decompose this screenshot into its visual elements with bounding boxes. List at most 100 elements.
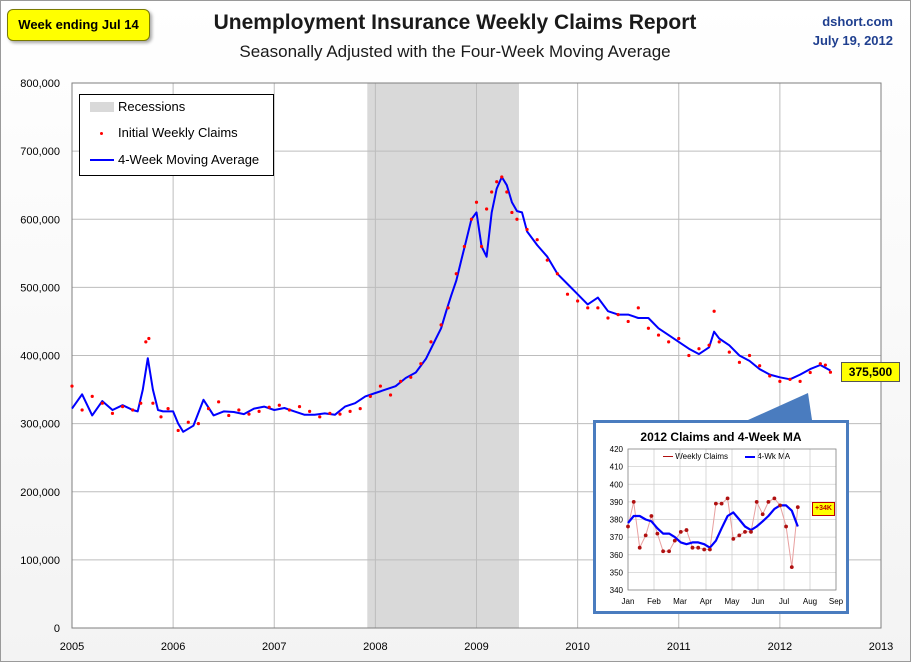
- legend: Recessions Initial Weekly Claims 4-Week …: [79, 94, 274, 176]
- claims-point: [525, 227, 529, 232]
- claims-point: [535, 238, 539, 242]
- inset-claims-point: [631, 499, 636, 504]
- inset-claims-point: [772, 496, 777, 501]
- claims-point: [495, 180, 499, 184]
- claims-point: [656, 333, 661, 337]
- inset-claims-point: [678, 529, 683, 534]
- legend-label-ma: 4-Week Moving Average: [118, 152, 260, 167]
- ma-swatch: [90, 155, 114, 165]
- y-tick-label: 700,000: [20, 146, 60, 158]
- claims-point: [237, 408, 241, 412]
- claims-point: [388, 393, 393, 397]
- claims-point: [139, 401, 143, 405]
- inset-claims-point: [760, 512, 765, 517]
- inset-y-tick-label: 370: [610, 533, 624, 542]
- claims-point: [399, 379, 403, 383]
- claims-point: [500, 175, 504, 179]
- inset-claims-point: [766, 499, 771, 504]
- claims-point: [147, 336, 151, 341]
- x-tick-label: 2005: [60, 641, 84, 653]
- y-tick-label: 200,000: [20, 487, 60, 499]
- inset-claims-point: [667, 549, 671, 554]
- inset-x-tick-label: Mar: [673, 597, 687, 606]
- claims-point: [267, 405, 271, 409]
- claims-point: [626, 319, 630, 324]
- claims-point: [778, 379, 782, 383]
- y-tick-label: 0: [54, 623, 60, 635]
- inset-plot: 340 350 360 370 380 390 400 410 420 Jan Feb Mar Apr M…: [610, 445, 844, 606]
- inset-claims-point: [784, 524, 788, 529]
- claims-point: [100, 401, 104, 405]
- inset-annotation: +34K: [812, 502, 835, 516]
- claims-point: [490, 190, 494, 194]
- inset-claims-point: [655, 531, 660, 536]
- inset-x-tick-label: Jan: [622, 597, 635, 606]
- claims-point: [308, 409, 312, 413]
- claims-point: [712, 309, 716, 313]
- claims-point: [576, 299, 580, 303]
- claims-point: [80, 408, 84, 412]
- claims-point: [667, 340, 671, 344]
- inset-claims-point: [789, 565, 794, 569]
- x-tick-label: 2009: [464, 641, 488, 653]
- inset-y-tick-label: 390: [610, 498, 624, 507]
- inset-claims-point: [725, 496, 730, 501]
- inset-chart: 2012 Claims and 4-Week MA Weekly Claims …: [593, 420, 849, 614]
- inset-claims-point: [778, 503, 782, 508]
- x-tick-label: 2008: [363, 641, 387, 653]
- recession-swatch: [90, 102, 114, 112]
- inset-y-tick-label: 410: [610, 463, 624, 472]
- x-tick-label: 2013: [869, 641, 893, 653]
- inset-x-tick-label: Jun: [752, 597, 765, 606]
- claims-point: [606, 316, 610, 320]
- claims-point: [196, 422, 201, 426]
- claims-point: [747, 353, 752, 358]
- claims-point: [151, 401, 155, 405]
- inset-y-tick-label: 420: [610, 445, 624, 454]
- inset-claims-point: [737, 533, 742, 538]
- claims-point: [176, 428, 180, 433]
- claims-point: [823, 363, 827, 367]
- claims-point: [788, 377, 792, 381]
- claims-point: [131, 408, 135, 412]
- claims-point: [596, 306, 600, 310]
- inset-claims-point: [754, 499, 759, 504]
- moving-average-line: [71, 176, 831, 433]
- y-tick-label: 600,000: [20, 214, 60, 226]
- inset-claims-point: [713, 501, 718, 506]
- claims-point: [429, 340, 433, 344]
- claims-point: [217, 400, 221, 404]
- claims-point: [446, 306, 450, 310]
- inset-x-tick-label: Apr: [700, 597, 713, 606]
- claims-point: [419, 362, 423, 366]
- x-tick-label: 2007: [262, 641, 286, 653]
- inset-claims-point: [649, 514, 654, 518]
- claims-point: [439, 323, 443, 327]
- claims-point: [798, 379, 802, 383]
- claims-point: [727, 350, 731, 354]
- claims-point: [768, 374, 772, 378]
- claims-point: [186, 420, 190, 424]
- y-tick-label: 500,000: [20, 282, 60, 294]
- inset-x-tick-label: Feb: [647, 597, 661, 606]
- inset-legend-ma: 4-Wk MA: [745, 452, 790, 461]
- claims-point: [247, 412, 251, 416]
- inset-claims-point: [708, 547, 712, 552]
- claims-point: [555, 272, 560, 276]
- claims-point: [510, 210, 514, 215]
- claims-point: [70, 384, 74, 388]
- inset-y-tick-label: 400: [610, 480, 624, 489]
- inset-y-tick-label: 350: [610, 568, 624, 577]
- claims-point: [737, 360, 742, 364]
- inset-y-tick-label: 360: [610, 551, 624, 560]
- claims-point: [565, 292, 570, 296]
- claims-point: [474, 200, 479, 204]
- claims-point: [586, 306, 590, 310]
- claims-point: [687, 353, 691, 358]
- claims-point: [616, 313, 620, 317]
- source-block: dshort.com July 19, 2012: [813, 12, 893, 50]
- claims-point: [505, 190, 509, 194]
- claims-point: [144, 340, 148, 344]
- inset-claims-point: [795, 505, 800, 510]
- y-tick-label: 100,000: [20, 555, 60, 567]
